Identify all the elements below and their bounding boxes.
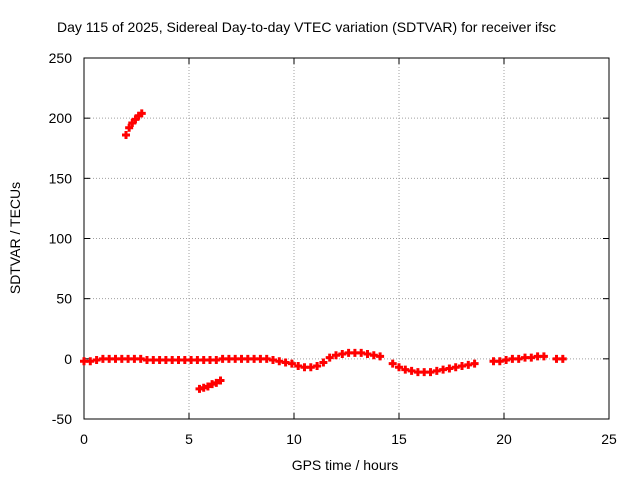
- y-tick-labels: -50 0 50 100 150 200 250: [49, 50, 73, 427]
- series-low-arc: [195, 376, 225, 393]
- x-tick-label: 25: [601, 431, 617, 447]
- y-tick-label: 100: [49, 231, 73, 247]
- y-tick-label: 250: [49, 50, 73, 66]
- y-tick-label: -50: [52, 411, 72, 427]
- x-tick-labels: 0 5 10 15 20 25: [80, 431, 617, 447]
- data-point: [470, 359, 479, 368]
- x-tick-label: 0: [80, 431, 88, 447]
- x-tick-label: 20: [496, 431, 512, 447]
- data-point: [539, 352, 548, 361]
- data-point: [313, 362, 322, 371]
- y-axis-label: SDTVAR / TECUs: [7, 182, 23, 294]
- y-tick-label: 150: [49, 170, 73, 186]
- chart-title: Day 115 of 2025, Sidereal Day-to-day VTE…: [57, 19, 556, 35]
- x-tick-label: 15: [391, 431, 407, 447]
- data-point: [203, 382, 212, 391]
- series-late-track: [388, 352, 567, 377]
- series-high-arc: [122, 109, 146, 140]
- data-point: [388, 359, 397, 368]
- data-point: [212, 378, 221, 387]
- y-tick-label: 50: [56, 291, 72, 307]
- data-points: [80, 109, 567, 393]
- data-point: [558, 354, 567, 363]
- y-tick-label: 200: [49, 110, 73, 126]
- plot-frame: [83, 57, 610, 420]
- data-point: [125, 123, 134, 132]
- data-point: [122, 131, 130, 140]
- data-point: [216, 376, 225, 385]
- x-tick-label: 5: [185, 431, 193, 447]
- data-point: [325, 353, 334, 362]
- grid-lines: [84, 58, 609, 419]
- series-main-track: [80, 348, 385, 372]
- data-point: [137, 109, 146, 118]
- x-axis-label: GPS time / hours: [292, 457, 399, 473]
- y-tick-label: 0: [64, 351, 72, 367]
- data-point: [395, 363, 403, 372]
- data-point: [287, 359, 296, 368]
- data-point: [376, 352, 385, 361]
- data-point: [319, 358, 328, 367]
- x-tick-label: 10: [286, 431, 302, 447]
